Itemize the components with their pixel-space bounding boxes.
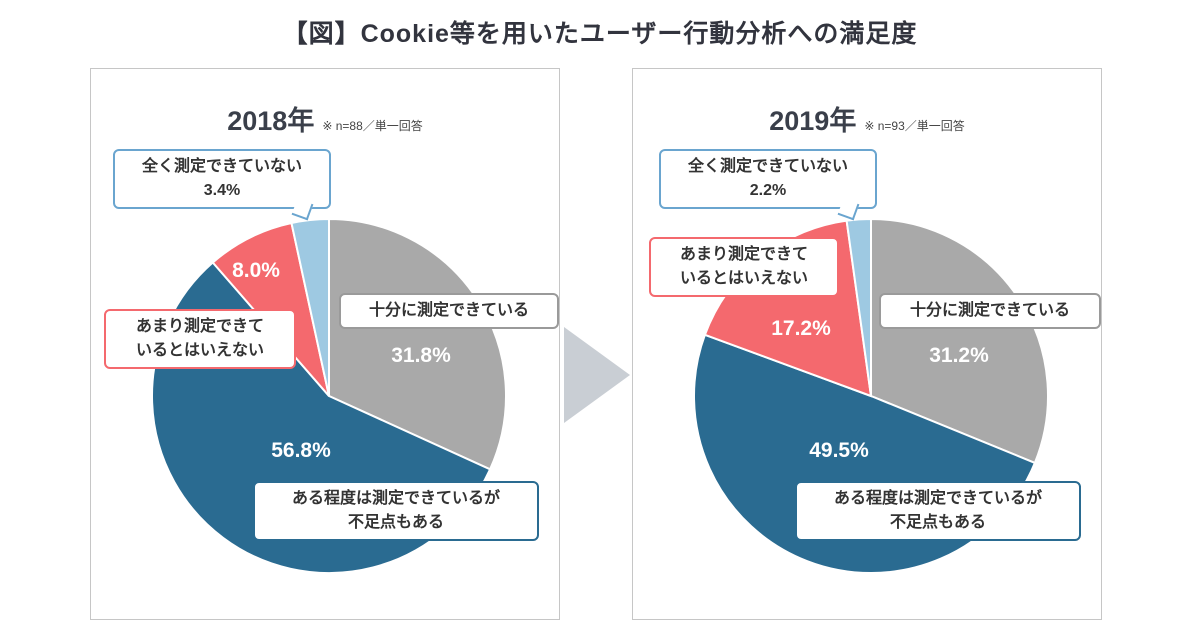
callout-insufficient-line2: いるとはいえない (679, 270, 808, 287)
callout-insufficient: あまり測定できて いるとはいえない (104, 309, 296, 369)
callout-none-pct: 3.4% (203, 182, 241, 199)
pie-slice (845, 217, 872, 397)
callout-none-label: 全く測定できていない (687, 158, 848, 175)
callout-insufficient-line1: あまり測定できて (135, 318, 264, 335)
callout-sufficient-label: 十分に測定できている (368, 302, 529, 319)
callout-insufficient-line1: あまり測定できて (679, 246, 808, 263)
slice-pct-partial: 56.8% (271, 439, 331, 462)
panel-header: 2018年 ※ n=88／単一回答 (91, 99, 559, 138)
callout-partial-line2: 不足点もある (889, 514, 986, 531)
slice-pct-insufficient: 17.2% (771, 317, 831, 340)
sample-note: ※ n=93／単一回答 (864, 119, 965, 133)
slice-pct-partial: 49.5% (809, 439, 869, 462)
callout-partial: ある程度は測定できているが 不足点もある (795, 481, 1081, 541)
callout-sufficient-label: 十分に測定できている (909, 302, 1070, 319)
panel-header: 2019年 ※ n=93／単一回答 (633, 99, 1101, 138)
callout-partial-line1: ある程度は測定できているが (291, 490, 500, 507)
callout-none: 全く測定できていない 3.4% (113, 149, 331, 221)
callout-none-pct: 2.2% (749, 182, 787, 199)
callout-partial-line1: ある程度は測定できているが (833, 490, 1042, 507)
callout-sufficient: 十分に測定できている (339, 293, 559, 329)
callout-partial-line2: 不足点もある (347, 514, 444, 531)
callout-none-label: 全く測定できていない (141, 158, 302, 175)
year-label: 2019年 (769, 106, 857, 136)
callout-insufficient: あまり測定できて いるとはいえない (649, 237, 839, 297)
callout-insufficient-line2: いるとはいえない (135, 342, 264, 359)
slice-pct-sufficient: 31.2% (929, 344, 989, 367)
callout-sufficient: 十分に測定できている (879, 293, 1101, 329)
panel-2019: 2019年 ※ n=93／単一回答 全く測定できていない 2.2% あまり測定でき… (632, 68, 1102, 620)
page-title: 【図】Cookie等を用いたユーザー行動分析への満足度 (282, 20, 918, 48)
slice-pct-insufficient: 8.0% (232, 259, 280, 282)
panel-2018: 2018年 ※ n=88／単一回答 全く測定できていない 3.4% あまり測定でき… (90, 68, 560, 620)
pie-slice (290, 217, 330, 397)
year-label: 2018年 (227, 106, 315, 136)
slice-pct-sufficient: 31.8% (391, 344, 451, 367)
sample-note: ※ n=88／単一回答 (322, 119, 423, 133)
callout-none: 全く測定できていない 2.2% (659, 149, 877, 221)
arrow-right-icon (564, 327, 630, 423)
callout-partial: ある程度は測定できているが 不足点もある (253, 481, 539, 541)
